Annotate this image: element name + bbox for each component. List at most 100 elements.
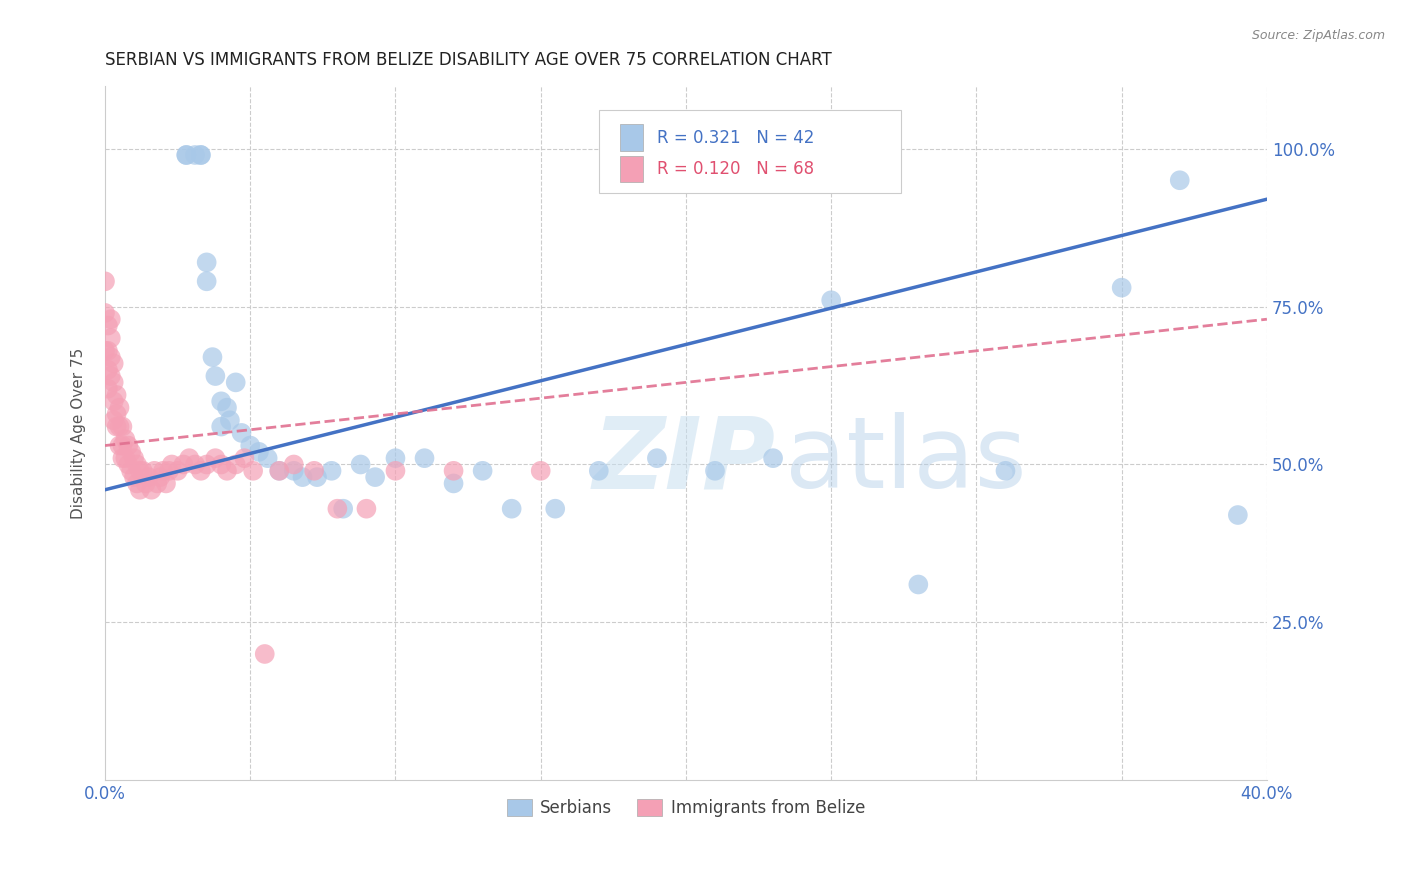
Point	[645, 451, 668, 466]
Point	[179, 451, 201, 466]
Point	[364, 470, 387, 484]
Point	[184, 458, 207, 472]
Point	[190, 148, 212, 162]
Point	[111, 451, 134, 466]
Point	[114, 451, 136, 466]
Point	[138, 470, 160, 484]
Point	[128, 483, 150, 497]
Point	[114, 432, 136, 446]
Point	[291, 470, 314, 484]
Point	[105, 388, 128, 402]
Text: Source: ZipAtlas.com: Source: ZipAtlas.com	[1251, 29, 1385, 42]
Point	[103, 376, 125, 390]
Point	[443, 476, 465, 491]
Point	[215, 401, 238, 415]
Point	[105, 419, 128, 434]
Point	[120, 445, 142, 459]
Point	[269, 464, 291, 478]
Point	[269, 464, 291, 478]
Point	[132, 464, 155, 478]
Point	[530, 464, 553, 478]
Point	[105, 407, 128, 421]
Point	[103, 394, 125, 409]
Point	[108, 401, 131, 415]
Point	[157, 464, 180, 478]
Point	[135, 476, 157, 491]
Point	[588, 464, 610, 478]
Point	[247, 445, 270, 459]
Point	[209, 458, 232, 472]
Point	[283, 458, 305, 472]
Point	[97, 318, 120, 333]
Point	[1226, 508, 1249, 522]
Point	[1111, 280, 1133, 294]
Point	[172, 458, 194, 472]
Point	[204, 369, 226, 384]
Point	[94, 274, 117, 288]
Bar	[620, 156, 643, 182]
Point	[283, 464, 305, 478]
Point	[302, 464, 325, 478]
Point	[108, 419, 131, 434]
Point	[190, 148, 212, 162]
Point	[141, 483, 163, 497]
Point	[231, 425, 253, 440]
Point	[128, 464, 150, 478]
Point	[1168, 173, 1191, 187]
Point	[253, 647, 276, 661]
Point	[122, 451, 145, 466]
Point	[443, 464, 465, 478]
Point	[117, 458, 139, 472]
Point	[239, 438, 262, 452]
Point	[100, 331, 122, 345]
Point	[305, 470, 328, 484]
Legend: Serbians, Immigrants from Belize: Serbians, Immigrants from Belize	[501, 793, 872, 824]
Y-axis label: Disability Age Over 75: Disability Age Over 75	[72, 347, 86, 518]
Point	[160, 458, 183, 472]
Point	[155, 476, 177, 491]
Point	[100, 350, 122, 364]
FancyBboxPatch shape	[599, 110, 901, 194]
Point	[321, 464, 343, 478]
Point	[384, 451, 406, 466]
Point	[103, 413, 125, 427]
Text: R = 0.321   N = 42: R = 0.321 N = 42	[657, 128, 814, 146]
Point	[233, 451, 256, 466]
Point	[97, 363, 120, 377]
Point	[219, 413, 242, 427]
Point	[97, 382, 120, 396]
Point	[215, 464, 238, 478]
Point	[195, 255, 218, 269]
Point	[544, 501, 567, 516]
Point	[190, 464, 212, 478]
Point	[143, 464, 166, 478]
Point	[256, 451, 278, 466]
Point	[209, 419, 232, 434]
Point	[94, 343, 117, 358]
Point	[103, 356, 125, 370]
Point	[94, 306, 117, 320]
Point	[122, 470, 145, 484]
Point	[125, 476, 148, 491]
Point	[225, 458, 247, 472]
Text: atlas: atlas	[785, 412, 1026, 509]
Point	[384, 464, 406, 478]
Point	[326, 501, 349, 516]
Point	[100, 312, 122, 326]
Point	[762, 451, 785, 466]
Point	[332, 501, 354, 516]
Text: SERBIAN VS IMMIGRANTS FROM BELIZE DISABILITY AGE OVER 75 CORRELATION CHART: SERBIAN VS IMMIGRANTS FROM BELIZE DISABI…	[105, 51, 832, 69]
Text: R = 0.120   N = 68: R = 0.120 N = 68	[657, 160, 814, 178]
Point	[146, 476, 169, 491]
Text: ZIP: ZIP	[593, 412, 776, 509]
Point	[108, 438, 131, 452]
Point	[125, 458, 148, 472]
Point	[111, 419, 134, 434]
Point	[907, 577, 929, 591]
Point	[120, 464, 142, 478]
Point	[349, 458, 371, 472]
Point	[195, 274, 218, 288]
Point	[117, 438, 139, 452]
Point	[413, 451, 436, 466]
Point	[176, 148, 198, 162]
